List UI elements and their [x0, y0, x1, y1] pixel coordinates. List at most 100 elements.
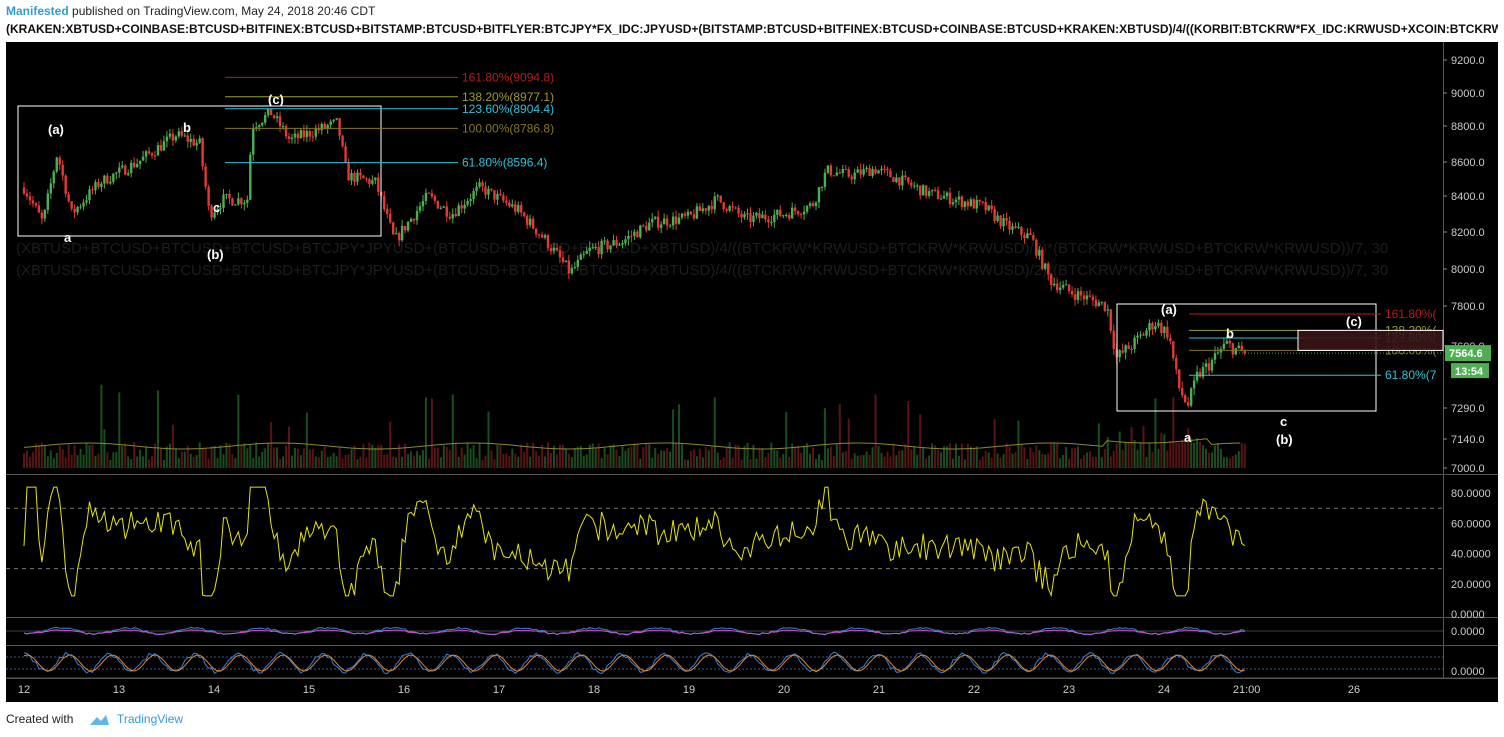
- volume-bar: [779, 457, 782, 468]
- author-link[interactable]: Manifested: [6, 4, 69, 18]
- candle-body: [97, 182, 100, 188]
- volume-bar: [1077, 446, 1080, 468]
- candle-body: [1017, 226, 1020, 228]
- volume-bar: [683, 459, 686, 468]
- volume-bar: [1008, 446, 1011, 468]
- candle-body: [329, 121, 332, 126]
- volume-bar: [960, 443, 963, 468]
- candle-body: [737, 207, 740, 214]
- candle-body: [299, 130, 303, 139]
- candle-body: [109, 181, 112, 184]
- volume-bar: [380, 444, 383, 468]
- tradingview-brand-link[interactable]: TradingView: [117, 712, 184, 726]
- volume-bar: [469, 448, 472, 468]
- volume-bar: [326, 456, 329, 468]
- volume-bar: [487, 411, 490, 468]
- volume-bar: [61, 449, 64, 468]
- candle-body: [671, 216, 675, 226]
- volume-bar: [1056, 443, 1059, 468]
- candle-body: [627, 235, 630, 240]
- tradingview-cloud-icon: [90, 715, 109, 725]
- volume-bar: [293, 447, 296, 468]
- candle-body: [192, 138, 195, 146]
- candle-body: [850, 176, 853, 180]
- candle-body: [802, 211, 806, 215]
- candle-body: [129, 162, 133, 174]
- volume-bar: [1205, 448, 1208, 468]
- volume-bar: [168, 443, 171, 468]
- candle-body: [135, 163, 139, 168]
- fib-label-1: 61.80%(8596.4): [462, 156, 547, 170]
- volume-bar: [156, 390, 159, 468]
- candle-body: [651, 218, 654, 223]
- volume-bar: [826, 448, 829, 468]
- candle-body: [987, 205, 990, 211]
- volume-bar: [258, 456, 261, 468]
- candle-body: [1047, 263, 1050, 275]
- volume-bar: [1175, 442, 1178, 468]
- volume-bar: [145, 446, 148, 468]
- candle-body: [478, 182, 481, 187]
- volume-bar: [1187, 428, 1190, 468]
- volume-bar: [261, 452, 264, 468]
- volume-bar: [49, 450, 52, 468]
- volume-bar: [1172, 397, 1175, 468]
- volume-bar: [946, 446, 949, 468]
- volume-bar: [948, 443, 951, 468]
- volume-bar: [1231, 456, 1234, 468]
- candle-body: [579, 254, 582, 260]
- fib-label-2: 61.80%(7: [1385, 368, 1437, 382]
- volume-bar: [794, 446, 797, 468]
- chart-svg[interactable]: (XBTUSD+BTCUSD+BTCUSD+BTCUSD+BTCJPY*JPYU…: [6, 42, 1498, 702]
- wave-label: (a): [48, 122, 64, 137]
- volume-bar: [1074, 448, 1077, 468]
- candle-body: [883, 168, 886, 170]
- volume-bar: [508, 455, 511, 468]
- candle-body: [1058, 287, 1062, 291]
- candle-body: [1124, 345, 1127, 353]
- candle-body: [785, 214, 788, 216]
- candle-body: [317, 128, 320, 131]
- candle-body: [969, 199, 973, 207]
- volume-bar: [448, 450, 451, 468]
- candle-body: [454, 214, 457, 217]
- volume-bar: [186, 445, 189, 468]
- volume-bar: [267, 442, 270, 468]
- volume-bar: [591, 443, 594, 468]
- volume-bar: [302, 448, 305, 468]
- volume-bar: [1228, 458, 1231, 468]
- time-tick-label: 23: [1063, 684, 1075, 696]
- candle-body: [180, 131, 184, 136]
- candle-body: [606, 240, 609, 250]
- volume-bar: [963, 459, 966, 468]
- volume-bar: [1243, 443, 1246, 468]
- volume-bar: [621, 446, 624, 468]
- candle-body: [493, 190, 496, 200]
- candle-body: [773, 214, 776, 222]
- candle-body: [1061, 285, 1065, 288]
- volume-bar: [701, 457, 704, 468]
- volume-bar: [1082, 455, 1085, 468]
- volume-bar: [368, 442, 371, 468]
- candle-body: [680, 213, 684, 218]
- rsi-tick-label: 40.0000: [1451, 549, 1491, 561]
- candle-body: [138, 160, 142, 164]
- volume-bar: [672, 409, 675, 468]
- price-tick-label: 7000.0: [1451, 463, 1485, 475]
- volume-bar: [154, 443, 157, 468]
- candle-body: [100, 183, 103, 188]
- candle-body: [341, 135, 344, 147]
- volume-bar: [198, 442, 201, 468]
- volume-bar: [1059, 458, 1062, 468]
- candle-body: [43, 209, 47, 219]
- volume-bar: [1005, 443, 1008, 468]
- candle-body: [1237, 345, 1240, 348]
- volume-bar: [1038, 450, 1041, 468]
- candle-body: [877, 170, 880, 174]
- candle-body: [1133, 337, 1136, 350]
- candle-body: [252, 128, 255, 155]
- candle-body: [954, 199, 958, 203]
- volume-bar: [344, 454, 347, 468]
- chart-area[interactable]: (XBTUSD+BTCUSD+BTCUSD+BTCUSD+BTCJPY*JPYU…: [6, 42, 1498, 702]
- volume-bar: [1026, 459, 1029, 468]
